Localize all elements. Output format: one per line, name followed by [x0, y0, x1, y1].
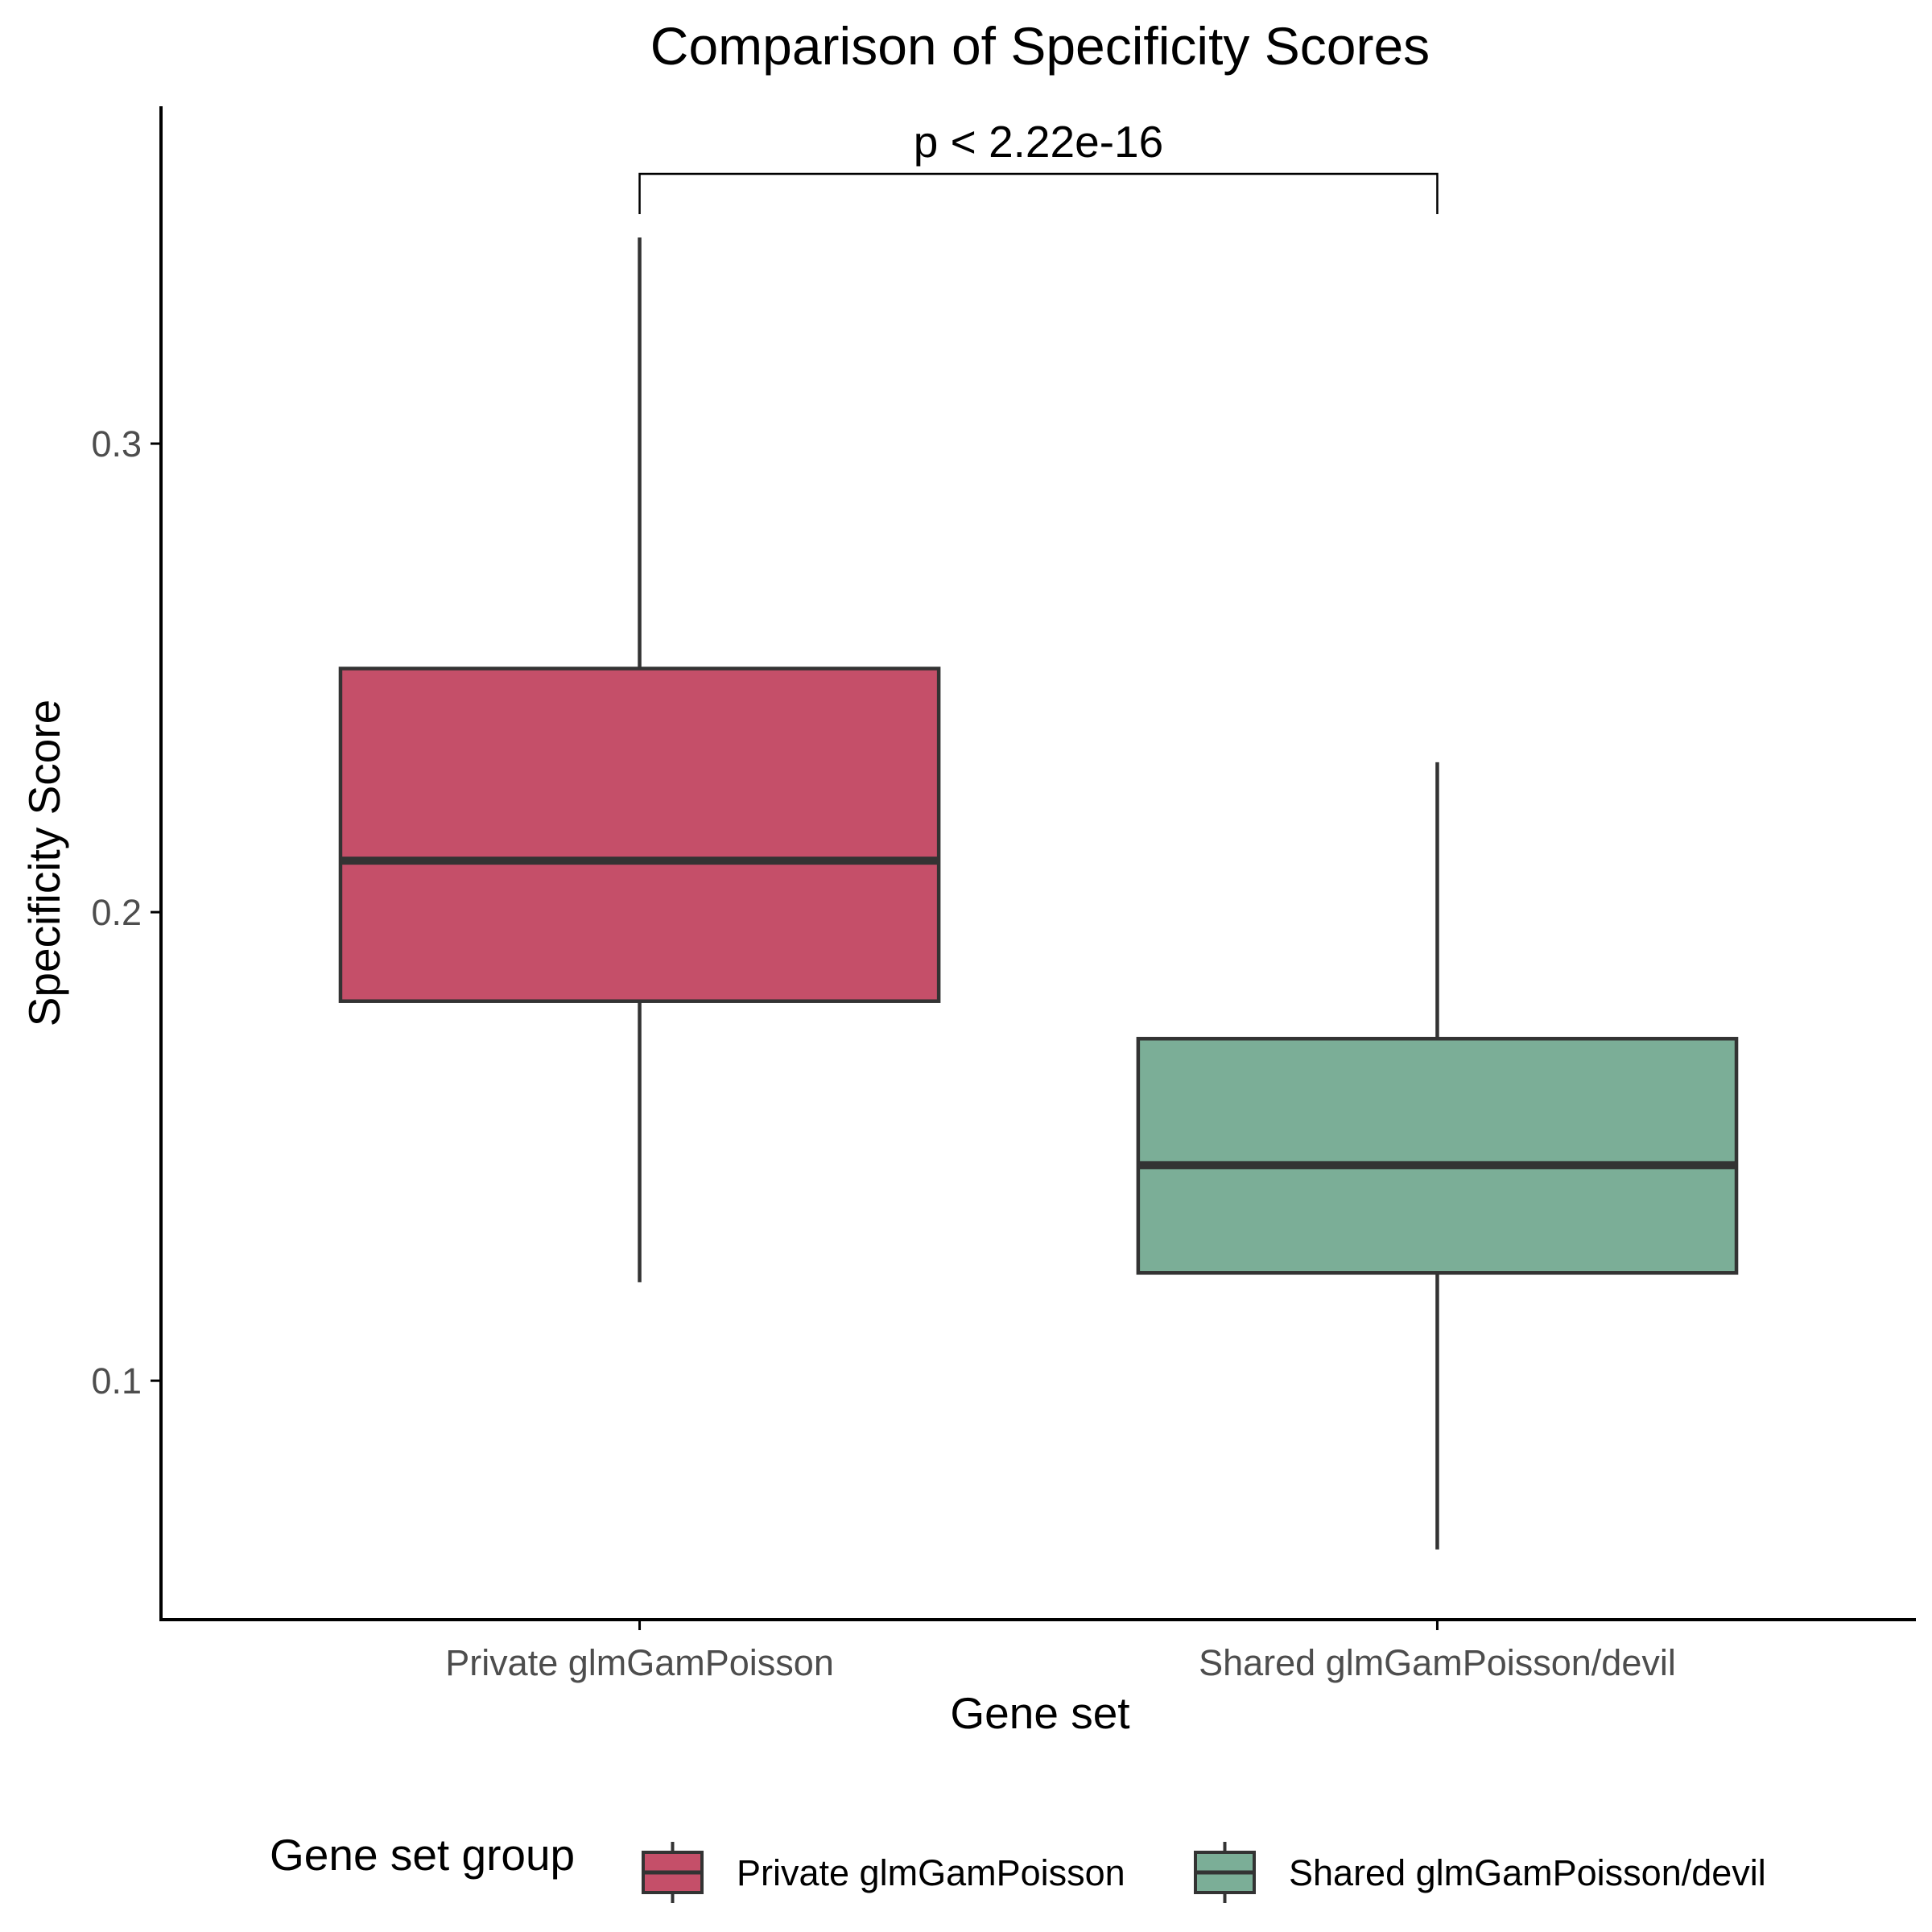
legend-title: Gene set group [270, 1830, 575, 1880]
y-tick-label: 0.2 [91, 892, 142, 933]
significance-bracket: p < 2.22e-16 [638, 117, 1439, 214]
legend: Private glmGamPoisson Shared glmGamPoisso… [642, 1842, 1766, 1903]
plot-area: 0.1 0.2 0.3 Private glmGamPoisson Shared glm… [91, 106, 1916, 1683]
y-axis-title: Specificity Score [19, 700, 69, 1027]
legend-label: Private glmGamPoisson [737, 1852, 1125, 1893]
chart-title: Comparison of Specificity Scores [650, 16, 1430, 76]
legend-label: Shared glmGamPoisson/devil [1289, 1852, 1766, 1893]
x-tick-label: Shared glmGamPoisson/devil [1199, 1642, 1676, 1683]
x-tick-label: Private glmGamPoisson [445, 1642, 834, 1683]
box-group [338, 237, 941, 1282]
box-group [1136, 762, 1739, 1550]
y-tick-label: 0.1 [91, 1360, 142, 1402]
y-tick-label: 0.3 [91, 423, 142, 464]
box [338, 667, 941, 1003]
legend-item: Private glmGamPoisson [642, 1842, 1125, 1903]
bracket-line [638, 172, 1439, 214]
x-axis-title: Gene set [950, 1688, 1129, 1738]
legend-item: Shared glmGamPoisson/devil [1194, 1842, 1766, 1903]
box [1136, 1037, 1739, 1275]
p-value-label: p < 2.22e-16 [914, 117, 1163, 167]
